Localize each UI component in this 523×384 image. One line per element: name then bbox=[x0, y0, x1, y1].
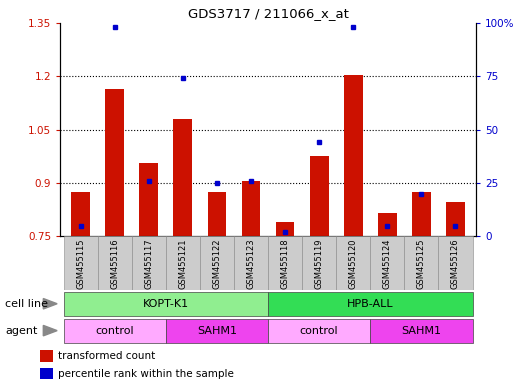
Bar bbox=[344, 74, 362, 236]
Bar bbox=[208, 192, 226, 236]
Text: SAHM1: SAHM1 bbox=[401, 326, 441, 336]
Bar bbox=[166, 236, 200, 290]
Bar bbox=[438, 236, 472, 290]
Bar bbox=[40, 368, 53, 379]
Bar bbox=[166, 319, 268, 343]
Bar bbox=[64, 236, 98, 290]
Text: GSM455123: GSM455123 bbox=[246, 238, 256, 289]
Text: control: control bbox=[95, 326, 134, 336]
Text: GSM455117: GSM455117 bbox=[144, 238, 153, 289]
Bar bbox=[98, 236, 132, 290]
Bar bbox=[268, 292, 472, 316]
Text: GSM455124: GSM455124 bbox=[383, 238, 392, 289]
Text: GSM455120: GSM455120 bbox=[349, 238, 358, 289]
Text: HPB-ALL: HPB-ALL bbox=[347, 299, 394, 309]
Text: GSM455118: GSM455118 bbox=[280, 238, 290, 289]
Bar bbox=[302, 236, 336, 290]
Text: GSM455125: GSM455125 bbox=[417, 238, 426, 289]
Bar bbox=[412, 192, 431, 236]
Bar bbox=[64, 319, 166, 343]
Bar bbox=[242, 181, 260, 236]
Bar bbox=[378, 213, 396, 236]
Bar bbox=[174, 119, 192, 236]
Text: GSM455121: GSM455121 bbox=[178, 238, 187, 289]
Bar bbox=[268, 319, 370, 343]
Bar bbox=[268, 236, 302, 290]
Bar bbox=[200, 236, 234, 290]
Text: GSM455116: GSM455116 bbox=[110, 238, 119, 289]
Bar bbox=[234, 236, 268, 290]
Bar bbox=[370, 236, 404, 290]
Text: GSM455115: GSM455115 bbox=[76, 238, 85, 289]
Bar bbox=[64, 292, 268, 316]
Text: KOPT-K1: KOPT-K1 bbox=[143, 299, 189, 309]
Text: GSM455126: GSM455126 bbox=[451, 238, 460, 289]
Text: cell line: cell line bbox=[5, 299, 48, 309]
Text: control: control bbox=[300, 326, 338, 336]
Text: SAHM1: SAHM1 bbox=[197, 326, 237, 336]
Text: GSM455122: GSM455122 bbox=[212, 238, 221, 289]
Bar bbox=[310, 156, 328, 236]
Bar bbox=[370, 319, 472, 343]
Title: GDS3717 / 211066_x_at: GDS3717 / 211066_x_at bbox=[188, 7, 348, 20]
Text: GSM455119: GSM455119 bbox=[315, 238, 324, 289]
Polygon shape bbox=[43, 325, 57, 336]
Bar bbox=[404, 236, 438, 290]
Bar bbox=[132, 236, 166, 290]
Text: agent: agent bbox=[5, 326, 38, 336]
Bar bbox=[446, 202, 465, 236]
Bar bbox=[276, 222, 294, 236]
Bar bbox=[336, 236, 370, 290]
Bar bbox=[40, 350, 53, 362]
Bar bbox=[71, 192, 90, 236]
Bar bbox=[105, 89, 124, 236]
Text: percentile rank within the sample: percentile rank within the sample bbox=[58, 369, 234, 379]
Text: transformed count: transformed count bbox=[58, 351, 155, 361]
Bar bbox=[140, 163, 158, 236]
Polygon shape bbox=[43, 298, 57, 309]
